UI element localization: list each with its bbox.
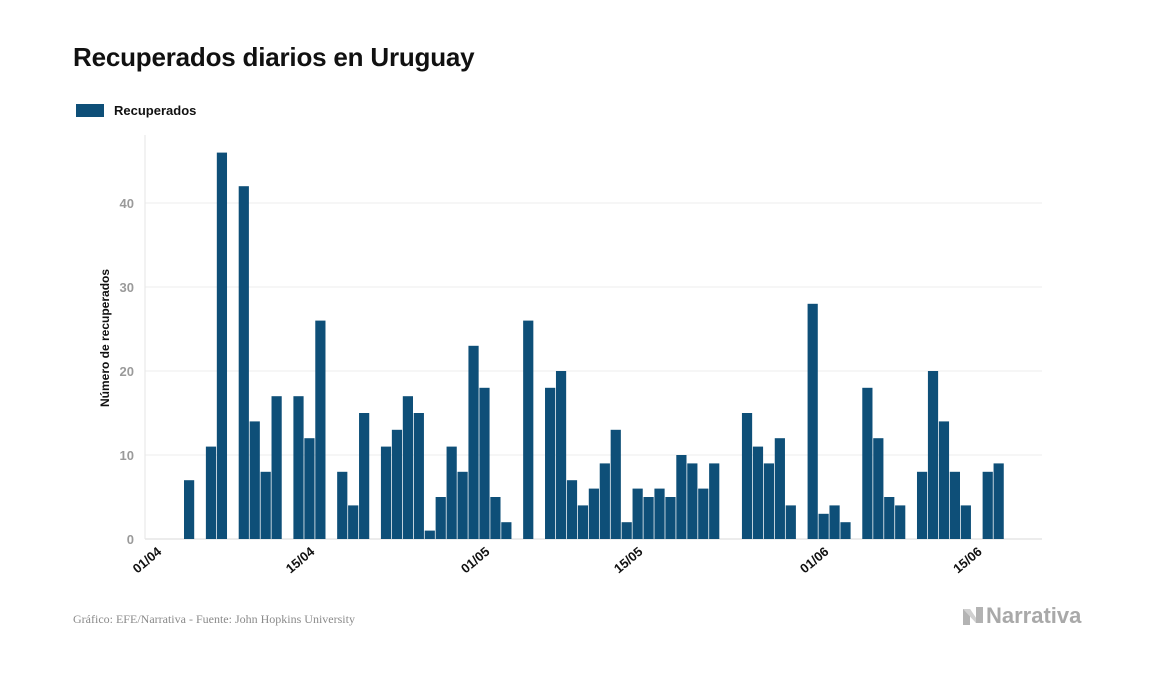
bar [916, 471, 928, 539]
legend-swatch [76, 104, 104, 117]
bar [698, 488, 709, 539]
bar [927, 371, 939, 539]
bar [424, 530, 435, 539]
narrativa-n-icon [963, 607, 983, 625]
bar [807, 303, 818, 539]
bar [337, 471, 348, 539]
bar [862, 387, 873, 539]
x-tick-label: 15/05 [611, 544, 646, 576]
bar [840, 522, 851, 539]
y-tick-label: 10 [120, 448, 134, 463]
bar [829, 505, 840, 539]
bar [752, 446, 764, 539]
bar [938, 421, 950, 539]
bar [621, 522, 632, 539]
bar [205, 446, 217, 539]
y-axis-title: Número de recuperados [98, 269, 112, 407]
bar [632, 488, 643, 539]
bar [501, 522, 512, 539]
bar [741, 413, 753, 539]
bar [577, 505, 589, 539]
bar [446, 446, 457, 539]
bar [479, 387, 490, 539]
bar [304, 438, 315, 539]
chart-title: Recuperados diarios en Uruguay [73, 42, 475, 72]
y-tick-label: 40 [120, 196, 134, 211]
bar [895, 505, 906, 539]
brand-name: Narrativa [986, 603, 1082, 628]
bar [610, 429, 621, 539]
bar [566, 480, 578, 539]
bar [391, 429, 403, 539]
bar [238, 186, 249, 539]
bar [818, 513, 829, 539]
bar [293, 396, 304, 539]
bar [774, 438, 785, 539]
legend: Recuperados [76, 103, 196, 118]
bar [468, 345, 479, 539]
bar [249, 421, 260, 539]
x-tick-label: 01/06 [797, 544, 832, 576]
axes: 0 10 20 30 40 Número de recuperados 01/04 15/04… [98, 135, 985, 576]
bar [676, 455, 687, 539]
bar [490, 497, 501, 539]
bar [359, 413, 370, 539]
y-tick-label: 30 [120, 280, 134, 295]
y-tick-label: 0 [127, 532, 134, 547]
bar [271, 396, 282, 539]
bars [184, 152, 1004, 539]
bar [260, 471, 271, 539]
bar [873, 438, 884, 539]
bar [315, 320, 326, 539]
bar [413, 413, 424, 539]
legend-label: Recuperados [114, 103, 197, 118]
bar [545, 387, 556, 539]
bar [184, 480, 195, 539]
bar [665, 497, 676, 539]
bar [982, 471, 993, 539]
bar [402, 396, 413, 539]
x-tick-label: 01/04 [130, 543, 165, 576]
source-note: Gráfico: EFE/Narrativa - Fuente: John Ho… [73, 612, 355, 626]
x-tick-label: 01/05 [458, 544, 493, 576]
bar [588, 488, 599, 539]
bar [643, 497, 654, 539]
bar [785, 505, 796, 539]
bar [348, 505, 359, 539]
bar [523, 320, 534, 539]
bar [654, 488, 665, 539]
bar [599, 463, 610, 539]
bar [435, 497, 446, 539]
bar [457, 471, 468, 539]
bar [993, 463, 1004, 539]
bar [763, 463, 775, 539]
y-tick-label: 20 [120, 364, 134, 379]
brand-logo: Narrativa [962, 603, 1081, 629]
x-tick-label: 15/06 [950, 544, 985, 576]
bar [709, 463, 720, 539]
bar [960, 505, 971, 539]
bar [380, 446, 392, 539]
bar [884, 497, 895, 539]
bar [949, 471, 960, 539]
bar [216, 152, 228, 539]
bar [555, 371, 567, 539]
x-tick-label: 15/04 [283, 543, 318, 576]
bar [687, 463, 698, 539]
